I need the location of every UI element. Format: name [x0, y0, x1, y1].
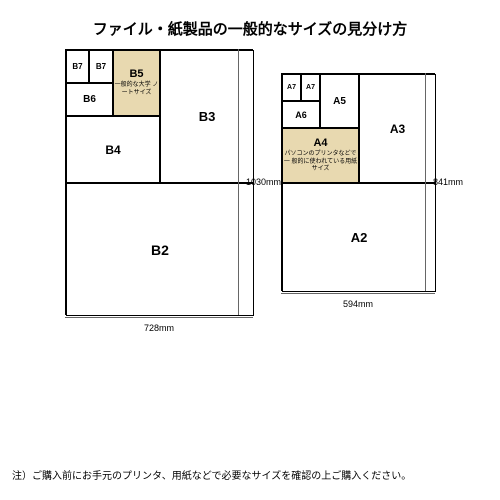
label-B3: B3: [199, 109, 216, 124]
label-A5: A5: [333, 96, 346, 107]
label-B7b: B7: [96, 62, 106, 71]
cell-A2: A2: [282, 183, 436, 292]
b-series-sheet: B1B2B3B4B5一般的な大学 ノートサイズB6B7B7: [65, 49, 253, 315]
a-height-dim: 841mm: [433, 73, 463, 291]
b-width-dim: 728mm: [65, 323, 253, 333]
b-height-dim: 1030mm: [246, 49, 281, 315]
sublabel-A4: パソコンのプリンタなどで一 般的に使われている用紙サイズ: [283, 151, 358, 174]
cell-B2: B2: [66, 183, 254, 316]
label-B4: B4: [105, 143, 120, 157]
diagram-container: B1B2B3B4B5一般的な大学 ノートサイズB6B7B7 1030mm 728…: [0, 49, 500, 315]
cell-B7a: B7: [66, 50, 89, 83]
cell-B7b: B7: [89, 50, 113, 83]
a-series-sheet: A1A2A3A4パソコンのプリンタなどで一 般的に使われている用紙サイズA5A6…: [281, 73, 435, 291]
page-title: ファイル・紙製品の一般的なサイズの見分け方: [0, 0, 500, 49]
cell-A4: A4 パソコンのプリンタなどで一 般的に使われている用紙サイズ: [282, 128, 359, 183]
a-series-wrap: A1A2A3A4パソコンのプリンタなどで一 般的に使われている用紙サイズA5A6…: [281, 73, 435, 291]
a-width-dim: 594mm: [281, 299, 435, 309]
label-A7b: A7: [306, 84, 315, 91]
cell-B6: B6: [66, 83, 113, 116]
label-B6: B6: [83, 94, 96, 105]
label-B2: B2: [151, 242, 169, 258]
footer-note: 注）ご購入前にお手元のプリンタ、用紙などで必要なサイズを確認の上ご購入ください。: [0, 467, 500, 482]
label-A3: A3: [390, 122, 405, 136]
label-A7a: A7: [287, 84, 296, 91]
label-B7a: B7: [72, 62, 82, 71]
cell-B4: B4: [66, 116, 160, 183]
label-B5: B5: [129, 68, 143, 80]
b-series-wrap: B1B2B3B4B5一般的な大学 ノートサイズB6B7B7 1030mm 728…: [65, 49, 253, 315]
label-A4: A4: [313, 137, 327, 149]
cell-B3: B3: [160, 50, 254, 183]
cell-A5: A5: [320, 74, 359, 128]
sublabel-B5: 一般的な大学 ノートサイズ: [114, 82, 159, 98]
label-A6: A6: [295, 110, 307, 120]
label-A2: A2: [351, 230, 368, 245]
cell-B5: B5 一般的な大学 ノートサイズ: [113, 50, 160, 116]
cell-A7b: A7: [301, 74, 320, 101]
cell-A7a: A7: [282, 74, 301, 101]
cell-A6: A6: [282, 101, 320, 128]
